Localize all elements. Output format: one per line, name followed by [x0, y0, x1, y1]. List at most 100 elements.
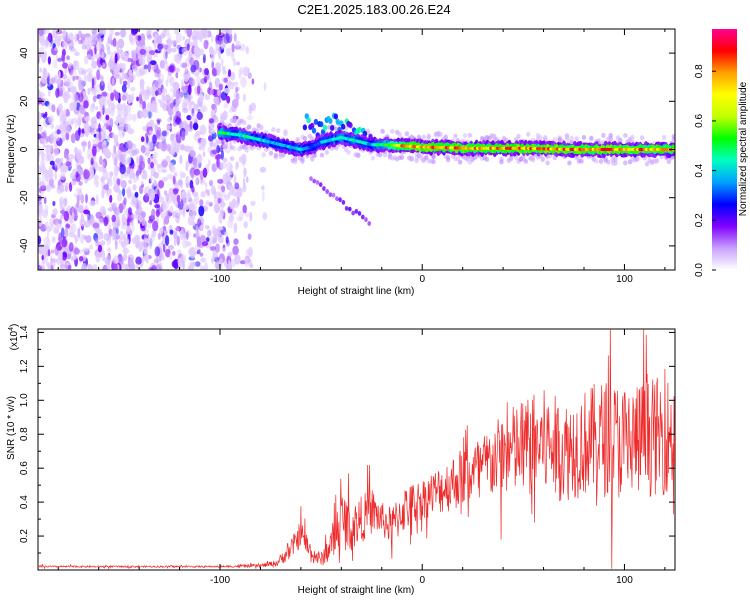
noise-cell: [96, 228, 102, 235]
noise-cell: [215, 34, 220, 45]
noise-cell: [143, 238, 147, 246]
colorbar-tick-label: 0.8: [694, 64, 705, 78]
noise-cell: [134, 34, 139, 43]
noise-cell: [118, 190, 123, 195]
noise-cell: [183, 71, 190, 79]
noise-cell: [128, 179, 133, 184]
noise-cell: [136, 155, 139, 165]
noise-cell: [71, 212, 75, 219]
noise-cell: [222, 157, 228, 163]
noise-cell: [144, 220, 147, 229]
noise-cell: [202, 56, 206, 63]
noise-cell: [122, 187, 126, 197]
band-halo-cell: [346, 149, 351, 155]
noise-cell: [105, 114, 110, 121]
noise-cell: [69, 182, 73, 192]
noise-cell: [89, 88, 97, 95]
band-halo-cell: [295, 137, 300, 143]
band-halo-cell: [271, 127, 276, 133]
noise-cell: [98, 132, 102, 141]
noise-cell: [246, 176, 249, 183]
noise-cell: [64, 227, 69, 238]
noise-cell: [99, 29, 104, 36]
noise-cell: [60, 166, 67, 178]
noise-cell: [84, 111, 89, 118]
noise-cell: [164, 215, 170, 225]
noise-cell: [74, 33, 78, 43]
noise-cell: [149, 234, 155, 242]
noise-cell: [76, 187, 81, 194]
noise-cell: [44, 169, 48, 174]
band-halo-cell: [399, 155, 405, 160]
noise-cell: [114, 91, 120, 101]
noise-cell: [58, 70, 61, 79]
noise-cell: [72, 234, 78, 239]
noise-cell: [185, 182, 190, 188]
band-halo-cell: [467, 132, 473, 138]
noise-cell: [58, 250, 63, 262]
noise-cell: [78, 92, 84, 103]
noise-cell: [235, 87, 238, 93]
noise-cell: [149, 174, 153, 183]
noise-cell: [39, 181, 46, 190]
noise-cell: [51, 76, 56, 84]
band-halo-cell: [370, 155, 376, 161]
noise-cell: [161, 255, 165, 262]
noise-cell: [242, 204, 247, 214]
noise-cell: [211, 49, 217, 56]
secondary-track-cell: [351, 210, 355, 216]
y-tick-label: -20: [19, 190, 30, 205]
noise-cell: [224, 87, 231, 94]
noise-cell: [173, 227, 180, 232]
band-halo-cell: [404, 131, 410, 137]
noise-cell: [81, 263, 87, 270]
noise-cell: [73, 247, 80, 255]
secondary-track-cell: [357, 211, 362, 216]
noise-cell: [109, 118, 114, 128]
noise-cell: [118, 117, 125, 128]
noise-cell: [142, 243, 149, 254]
colorbar-ticks: 0.0 0.2 0.4 0.6 0.8: [694, 64, 716, 277]
noise-cell: [101, 250, 106, 262]
noise-cell: [212, 249, 218, 260]
noise-cell: [63, 151, 69, 159]
noise-cell: [115, 134, 119, 141]
noise-cell: [74, 149, 82, 160]
noise-cell: [119, 230, 124, 241]
noise-cell: [151, 265, 157, 270]
noise-cell: [204, 188, 209, 194]
noise-cell: [95, 211, 102, 219]
noise-cell: [193, 157, 198, 169]
noise-cell: [208, 127, 212, 135]
noise-cell: [106, 234, 112, 241]
noise-cell: [111, 77, 115, 86]
noise-cell: [196, 85, 201, 95]
secondary-track-cell: [344, 206, 349, 211]
noise-cell: [225, 236, 229, 244]
noise-cell: [190, 112, 197, 123]
noise-cell: [162, 88, 168, 95]
noise-cell: [107, 207, 114, 212]
band-halo-cell: [523, 158, 528, 164]
noise-cell: [87, 87, 91, 95]
noise-cell: [126, 218, 132, 223]
band-halo-cell: [484, 156, 490, 162]
noise-cell: [39, 67, 42, 73]
noise-cell: [70, 86, 76, 93]
noise-cell: [233, 174, 237, 184]
noise-cell: [151, 90, 155, 98]
noise-cell: [174, 29, 180, 35]
noise-cell: [69, 215, 73, 225]
noise-cell: [199, 93, 204, 103]
noise-cell: [192, 213, 196, 221]
noise-cell: [40, 148, 44, 155]
noise-cell: [107, 134, 110, 143]
noise-cell: [161, 130, 167, 137]
noise-cell: [175, 55, 182, 64]
noise-cell: [119, 164, 126, 175]
noise-cell: [148, 110, 152, 119]
noise-cell: [263, 82, 267, 91]
noise-cell: [206, 237, 210, 242]
noise-cell: [130, 168, 133, 174]
noise-cell: [125, 225, 131, 232]
